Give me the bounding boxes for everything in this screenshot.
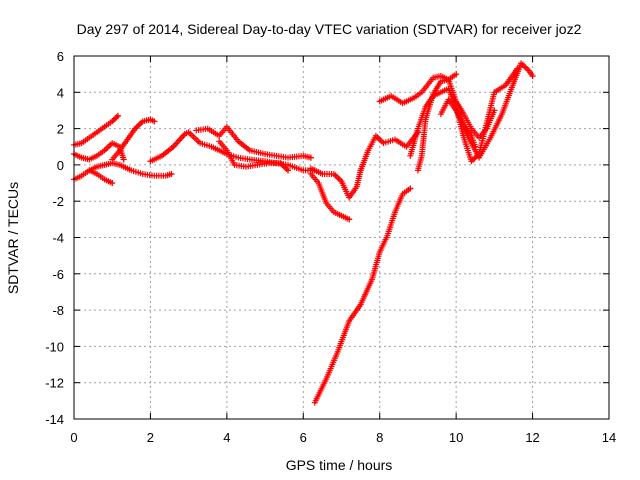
- series-1: [71, 112, 121, 148]
- y-axis-label: SDTVAR / TECUs: [5, 182, 21, 294]
- data-point-marker: [120, 156, 127, 163]
- data-point-marker: [307, 154, 314, 161]
- series-5: [86, 167, 116, 187]
- y-tick-label: -10: [45, 339, 64, 354]
- y-tick-label: 6: [57, 49, 64, 64]
- data-point-marker: [514, 65, 521, 72]
- x-tick-label: 10: [449, 430, 463, 445]
- x-tick-label: 14: [602, 430, 616, 445]
- x-axis-label: GPS time / hours: [286, 457, 393, 473]
- data-point-marker: [112, 115, 119, 122]
- y-tick-label: -6: [52, 267, 64, 282]
- data-point-marker: [110, 116, 117, 123]
- y-tick-label: -12: [45, 376, 64, 391]
- data-point-marker: [453, 71, 460, 78]
- data-point-marker: [113, 114, 120, 121]
- y-tick-label: 0: [57, 158, 64, 173]
- grid: [74, 56, 609, 419]
- series-3: [109, 116, 158, 163]
- data-point-marker: [114, 112, 121, 119]
- y-tick-label: -14: [45, 412, 64, 427]
- axes: 0 2 4 6 8 10 12 14 -14 -12 -10 -8 -6 -4 -2 0 2 4 6: [45, 49, 616, 445]
- x-tick-label: 2: [147, 430, 154, 445]
- data-point-marker: [346, 216, 353, 223]
- series-11: [311, 185, 414, 406]
- y-tick-label: 4: [57, 85, 64, 100]
- data-point-marker: [472, 143, 479, 150]
- x-tick-label: 6: [300, 430, 307, 445]
- data-point-marker: [151, 118, 158, 125]
- y-tick-label: -8: [52, 303, 64, 318]
- x-tick-label: 8: [376, 430, 383, 445]
- series-8: [216, 138, 291, 174]
- data-series: [71, 60, 536, 406]
- data-point-marker: [529, 72, 536, 79]
- series-6: [147, 129, 318, 174]
- series-7: [193, 123, 314, 161]
- y-tick-label: -2: [52, 194, 64, 209]
- x-tick-label: 12: [525, 430, 539, 445]
- series-17: [437, 96, 479, 150]
- x-tick-label: 4: [223, 430, 230, 445]
- data-point-marker: [407, 185, 414, 192]
- y-tick-label: -4: [52, 231, 64, 246]
- y-tick-label: 2: [57, 122, 64, 137]
- series-15: [407, 60, 536, 161]
- series-12: [357, 129, 421, 174]
- data-point-marker: [168, 170, 175, 177]
- chart-title: Day 297 of 2014, Sidereal Day-to-day VTE…: [77, 21, 582, 37]
- series-9: [307, 170, 353, 223]
- series-4: [71, 160, 175, 183]
- data-point-marker: [109, 180, 116, 187]
- data-point-marker: [285, 167, 291, 174]
- x-tick-label: 0: [70, 430, 77, 445]
